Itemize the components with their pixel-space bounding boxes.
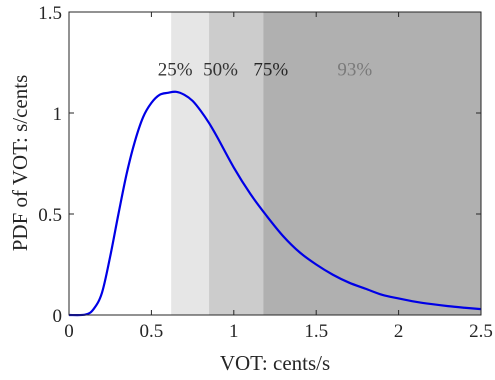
shaded-band-4 (263, 12, 481, 315)
x-tick-label: 1 (229, 321, 239, 342)
x-axis-label: VOT: cents/s (220, 351, 330, 375)
y-tick-label: 0 (53, 306, 63, 327)
band-label-1: 25% (158, 60, 193, 81)
band-label-3: 75% (253, 60, 288, 81)
shaded-percentile-bands (171, 12, 481, 315)
x-axis-ticks: 0 0.5 1 1.5 2 2.5 (64, 12, 493, 342)
y-axis-label: PDF of VOT: s/cents (8, 75, 32, 252)
x-tick-label: 0.5 (140, 321, 164, 342)
y-tick-label: 1.5 (38, 3, 62, 24)
x-tick-label: 2 (394, 321, 404, 342)
band-label-2: 50% (203, 60, 238, 81)
x-tick-label: 2.5 (469, 321, 493, 342)
y-tick-label: 1 (53, 104, 63, 125)
plot-frame (68, 11, 482, 316)
x-tick-label: 0 (64, 321, 74, 342)
pdf-curve (68, 90, 482, 317)
band-label-4: 93% (337, 60, 372, 81)
x-tick-label: 1.5 (304, 321, 328, 342)
y-tick-label: 0.5 (38, 205, 62, 226)
percentile-labels: 25% 50% 75% 93% (158, 60, 373, 81)
y-axis-ticks: 0 0.5 1 1.5 (38, 3, 481, 327)
